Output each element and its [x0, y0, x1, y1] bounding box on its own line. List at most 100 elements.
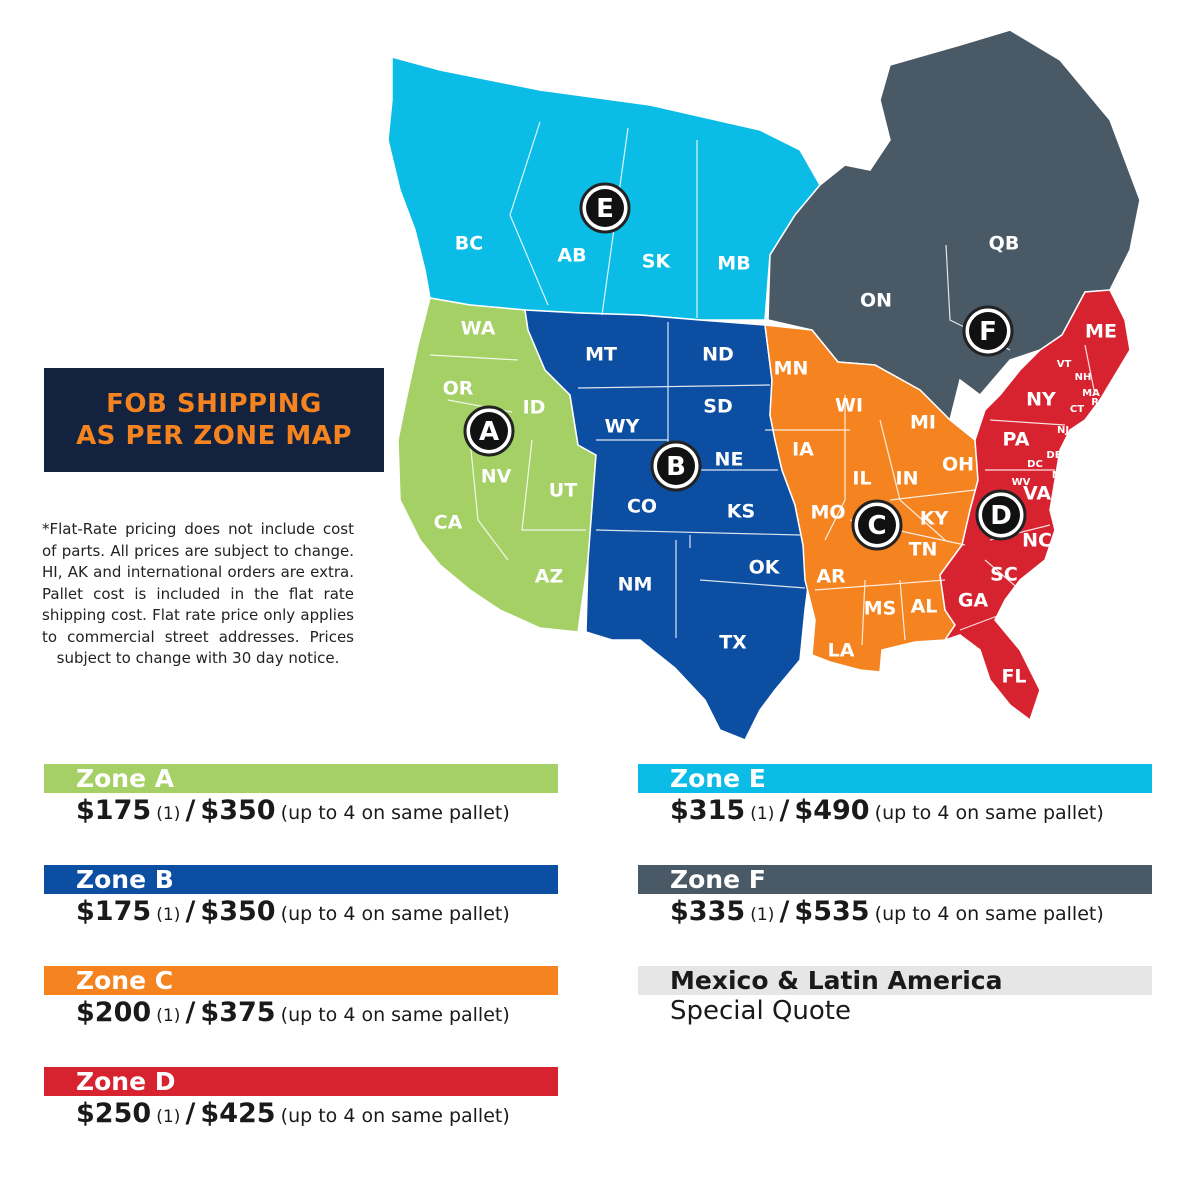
- zone-e-note: (up to 4 on same pallet): [874, 802, 1104, 824]
- svg-text:B: B: [666, 452, 686, 482]
- label-ct: CT: [1070, 404, 1084, 415]
- label-sd: SD: [703, 396, 732, 418]
- label-ri: RI: [1091, 397, 1102, 408]
- zone-b-multi: $350: [200, 896, 276, 927]
- zone-a-name: Zone A: [76, 764, 175, 793]
- label-la: LA: [828, 640, 855, 662]
- zone-d-note: (up to 4 on same pallet): [280, 1105, 510, 1127]
- label-wv: WV: [1012, 477, 1031, 488]
- latam-quote: Special Quote: [670, 996, 851, 1026]
- zone-f-single: $335: [670, 896, 746, 927]
- zone-a-block: Zone A $175 (1) / $350 (up to 4 on same …: [44, 764, 558, 826]
- label-ok: OK: [749, 557, 781, 579]
- label-mo: MO: [810, 502, 845, 524]
- label-me: ME: [1085, 321, 1117, 343]
- label-ab: AB: [557, 245, 586, 267]
- label-mb: MB: [717, 253, 750, 275]
- label-nh: NH: [1075, 372, 1092, 383]
- zone-e-single-qty: (1): [750, 804, 775, 824]
- zone-marker-f: F: [962, 305, 1014, 357]
- svg-text:D: D: [990, 501, 1012, 531]
- zone-b-block: Zone B $175 (1) / $350 (up to 4 on same …: [44, 865, 558, 927]
- zone-marker-a: A: [463, 405, 515, 457]
- label-nv: NV: [481, 466, 512, 488]
- label-mn: MN: [774, 358, 809, 380]
- label-ne: NE: [715, 449, 744, 471]
- state-labels: BC AB SK MB ON QB WA OR ID NV CA UT AZ M…: [434, 233, 1117, 688]
- latam-name: Mexico & Latin America: [670, 966, 1003, 995]
- zone-b-bar: Zone B: [44, 865, 558, 894]
- label-in: IN: [896, 468, 919, 490]
- label-wa: WA: [461, 318, 496, 340]
- zone-c-single-qty: (1): [156, 1006, 181, 1026]
- svg-text:A: A: [479, 417, 499, 447]
- zone-d-name: Zone D: [76, 1067, 176, 1096]
- zone-a-price: $175 (1) / $350 (up to 4 on same pallet): [76, 795, 558, 826]
- svg-text:C: C: [867, 511, 886, 541]
- svg-text:F: F: [979, 317, 997, 347]
- title-box: FOB SHIPPING AS PER ZONE MAP: [44, 368, 384, 472]
- zone-e-multi: $490: [794, 795, 870, 826]
- label-ks: KS: [727, 501, 755, 523]
- zone-c-note: (up to 4 on same pallet): [280, 1004, 510, 1026]
- zone-c-multi: $375: [200, 997, 276, 1028]
- zone-marker-e: E: [579, 182, 631, 234]
- zone-a-sep: /: [185, 795, 196, 826]
- zone-d-region: [939, 289, 1131, 722]
- zone-a-bar: Zone A: [44, 764, 558, 793]
- label-fl: FL: [1001, 666, 1026, 688]
- zone-c-region: [764, 324, 979, 673]
- zone-e-price: $315 (1) / $490 (up to 4 on same pallet): [670, 795, 1152, 826]
- label-ut: UT: [549, 480, 577, 502]
- label-bc: BC: [455, 233, 483, 255]
- label-oh: OH: [942, 454, 974, 476]
- label-az: AZ: [535, 566, 563, 588]
- label-ms: MS: [864, 598, 897, 620]
- label-vt: VT: [1057, 359, 1072, 370]
- label-ny: NY: [1026, 389, 1056, 411]
- label-ky: KY: [920, 508, 949, 530]
- zone-b-price: $175 (1) / $350 (up to 4 on same pallet): [76, 896, 558, 927]
- label-or: OR: [443, 378, 474, 400]
- zone-marker-c: C: [851, 499, 903, 551]
- zone-c-sep: /: [185, 997, 196, 1028]
- zone-d-multi: $425: [200, 1098, 276, 1129]
- label-de: DE: [1046, 450, 1061, 461]
- zone-e-bar: Zone E: [638, 764, 1152, 793]
- zone-a-single: $175: [76, 795, 152, 826]
- label-nd: ND: [702, 344, 734, 366]
- zone-markers: A B C D E F: [463, 182, 1027, 551]
- label-il: IL: [852, 468, 871, 490]
- label-ia: IA: [792, 439, 814, 461]
- zone-f-single-qty: (1): [750, 905, 775, 925]
- label-ca: CA: [434, 512, 463, 534]
- zone-marker-b: B: [650, 440, 702, 492]
- zone-e-single: $315: [670, 795, 746, 826]
- zone-f-name: Zone F: [670, 865, 766, 894]
- label-al: AL: [911, 596, 938, 618]
- label-mt: MT: [585, 344, 617, 366]
- label-co: CO: [627, 496, 657, 518]
- zone-b-single-qty: (1): [156, 905, 181, 925]
- title-line-1: FOB SHIPPING: [106, 389, 322, 419]
- zone-c-single: $200: [76, 997, 152, 1028]
- label-tn: TN: [909, 539, 938, 561]
- zone-b-single: $175: [76, 896, 152, 927]
- latam-bar: Mexico & Latin America: [638, 966, 1152, 995]
- label-id: ID: [523, 397, 546, 419]
- zone-f-price: $335 (1) / $535 (up to 4 on same pallet): [670, 896, 1152, 927]
- label-nj: NJ: [1057, 425, 1069, 436]
- label-wy: WY: [605, 416, 640, 438]
- zone-b-note: (up to 4 on same pallet): [280, 903, 510, 925]
- zone-f-block: Zone F $335 (1) / $535 (up to 4 on same …: [638, 865, 1152, 927]
- label-nc: NC: [1022, 530, 1052, 552]
- label-dc: DC: [1027, 459, 1043, 470]
- label-sk: SK: [642, 251, 672, 273]
- label-tx: TX: [719, 632, 747, 654]
- zone-f-sep: /: [779, 896, 790, 927]
- label-ma: MA: [1082, 388, 1100, 399]
- zone-c-price: $200 (1) / $375 (up to 4 on same pallet): [76, 997, 558, 1028]
- latam-block: Mexico & Latin America Special Quote: [638, 966, 1152, 1026]
- zone-f-region: [767, 29, 1141, 422]
- zone-d-bar: Zone D: [44, 1067, 558, 1096]
